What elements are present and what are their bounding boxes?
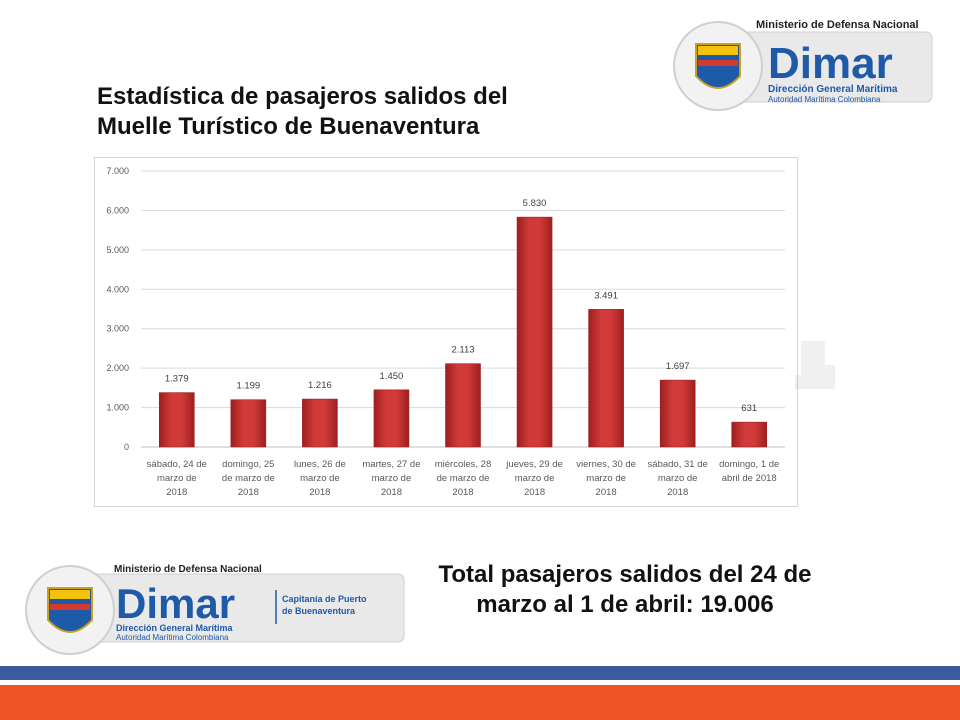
bar [659,379,696,448]
bar-value-label: 2.113 [451,345,474,356]
x-tick-label: de marzo de [437,473,490,484]
x-tick-label: domingo, 1 de [719,459,779,470]
x-tick-label: 2018 [524,487,545,498]
x-tick-label: marzo de [372,473,412,484]
bar-value-label: 1.450 [380,371,404,382]
slide-title: Estadística de pasajeros salidos del Mue… [97,83,508,140]
logo-bottom-line2: Autoridad Marítima Colombiana [116,633,229,642]
x-tick-label: marzo de [157,473,197,484]
y-tick-label: 1.000 [106,403,129,413]
bar-value-label: 631 [741,403,757,414]
bar-value-label: 3.491 [594,290,618,301]
x-tick-label: de marzo de [222,473,275,484]
bar [731,421,768,448]
y-tick-label: 4.000 [106,284,129,294]
footer-blue-band [0,666,960,680]
footer-white-gap [0,680,960,685]
dimar-logo-top: Ministerio de Defensa Nacional Dimar Dir… [672,14,936,114]
logo-top-line2: Autoridad Marítima Colombiana [768,95,881,104]
total-summary: Total pasajeros salidos del 24 de marzo … [438,561,812,618]
x-tick-label: abril de 2018 [722,473,777,484]
logo-bottom-brand: Dimar [116,580,235,627]
x-tick-label: marzo de [300,473,340,484]
logo-top-line1: Dirección General Marítima [768,84,898,95]
x-tick-label: 2018 [166,487,187,498]
x-tick-label: lunes, 26 de [294,459,346,470]
y-tick-label: 5.000 [106,245,129,255]
chart-svg: 0 1.000 2.000 3.000 4.000 5.000 6.000 7.000 1.37… [106,166,785,498]
bar-value-label: 1.216 [308,380,332,391]
x-tick-label: 2018 [667,487,688,498]
bar [516,216,553,448]
x-tick-label: marzo de [586,473,626,484]
x-tick-label: marzo de [515,473,555,484]
bar [588,309,624,448]
dimar-logo-bottom: Ministerio de Defensa Nacional Dimar Dir… [24,560,408,656]
bar [302,398,338,448]
bar-chart: 0 1.000 2.000 3.000 4.000 5.000 6.000 7.000 1.37… [94,157,798,507]
x-tick-label: 2018 [309,487,330,498]
x-tick-label: 2018 [381,487,402,498]
logo-bottom-line1: Dirección General Marítima [116,623,234,633]
logo-top-ministry: Ministerio de Defensa Nacional [756,19,919,31]
y-tick-label: 2.000 [106,363,129,373]
logo-top-brand: Dimar [768,39,893,88]
y-tick-label: 7.000 [106,166,129,176]
bar [230,399,267,448]
bar [158,392,195,448]
x-tick-label: martes, 27 de [362,459,420,470]
x-tick-label: sábado, 24 de [147,459,207,470]
bar-value-label: 1.199 [236,381,260,392]
x-tick-label: 2018 [452,487,473,498]
bar-value-label: 1.697 [666,361,690,372]
footer-orange-band [0,685,960,720]
x-tick-label: viernes, 30 de [576,459,636,470]
watermark-shape [795,335,835,395]
bar [445,363,481,448]
bar-value-label: 1.379 [165,374,189,385]
bar [373,389,410,448]
x-tick-label: sábado, 31 de [648,459,708,470]
x-tick-label: jueves, 29 de [505,459,563,470]
x-tick-label: marzo de [658,473,698,484]
x-tick-label: 2018 [596,487,617,498]
bar-value-label: 5.830 [523,198,547,209]
x-tick-label: 2018 [238,487,259,498]
y-tick-label: 0 [124,442,129,452]
y-tick-label: 6.000 [106,205,129,215]
logo-bottom-capitania-1: Capitanía de Puerto [282,594,367,604]
x-tick-label: domingo, 25 [222,459,274,470]
x-tick-label: miércoles, 28 [435,459,492,470]
y-tick-label: 3.000 [106,324,129,334]
logo-bottom-capitania-2: de Buenaventura [282,606,356,616]
logo-bottom-ministry: Ministerio de Defensa Nacional [114,564,262,575]
